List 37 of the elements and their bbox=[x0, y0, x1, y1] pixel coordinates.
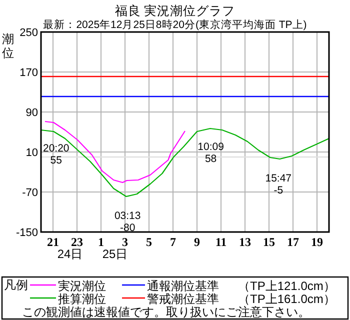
x-tick-label: 15 bbox=[263, 235, 275, 249]
y-axis-title: 潮位 bbox=[2, 32, 14, 60]
y-tick-label: 90 bbox=[26, 107, 38, 119]
x-tick-label: 9 bbox=[194, 235, 200, 249]
x-tick-label: 3 bbox=[122, 235, 128, 249]
legend-label: 警戒潮位基準 bbox=[147, 292, 219, 306]
x-tick-label: 11 bbox=[215, 235, 227, 249]
chart-title: 福良 実況潮位グラフ bbox=[114, 3, 236, 18]
x-tick-label: 23 bbox=[71, 235, 83, 249]
text: （TP上161.0cm） bbox=[238, 292, 336, 306]
annotation: 10:09 58 bbox=[198, 141, 224, 165]
y-tick-label: 250 bbox=[20, 27, 38, 39]
x-tick-label: 13 bbox=[239, 235, 251, 249]
y-tick-label: -150 bbox=[16, 227, 38, 239]
legend-label: 通報潮位基準 bbox=[147, 279, 219, 293]
x-tick-label: 5 bbox=[146, 235, 152, 249]
x-tick-label: 17 bbox=[287, 235, 299, 249]
x-tick-label: 19 bbox=[311, 235, 323, 249]
text: （TP上121.0cm） bbox=[238, 279, 336, 293]
x-tick-label: 1 bbox=[98, 235, 104, 249]
text: この観測値は速報値です。取り扱いにご注意下さい。 bbox=[22, 305, 310, 319]
y-tick-label: -70 bbox=[22, 187, 38, 199]
y-tick-label: 170 bbox=[20, 67, 38, 79]
line-series bbox=[40, 128, 330, 198]
x-tick-label: 7 bbox=[170, 235, 176, 249]
legend-label: 実況潮位 bbox=[58, 279, 106, 293]
annotation: 20:20 55 bbox=[43, 142, 70, 166]
legend-label: 推算潮位 bbox=[58, 292, 106, 306]
annotation: 03:13 -80 bbox=[114, 210, 141, 234]
x-tick-label: 21 bbox=[47, 235, 59, 249]
annotation: 15:47 -5 bbox=[265, 172, 292, 196]
y-tick-label: 10 bbox=[26, 147, 38, 159]
text: 25日 bbox=[102, 247, 128, 261]
text: 24日 bbox=[57, 247, 83, 261]
line-series bbox=[44, 120, 186, 184]
legend-title: 凡例 bbox=[4, 278, 28, 292]
chart-subtitle: 最新：2025年12月25日8時20分(東京湾平均海面 TP上) bbox=[43, 18, 307, 31]
